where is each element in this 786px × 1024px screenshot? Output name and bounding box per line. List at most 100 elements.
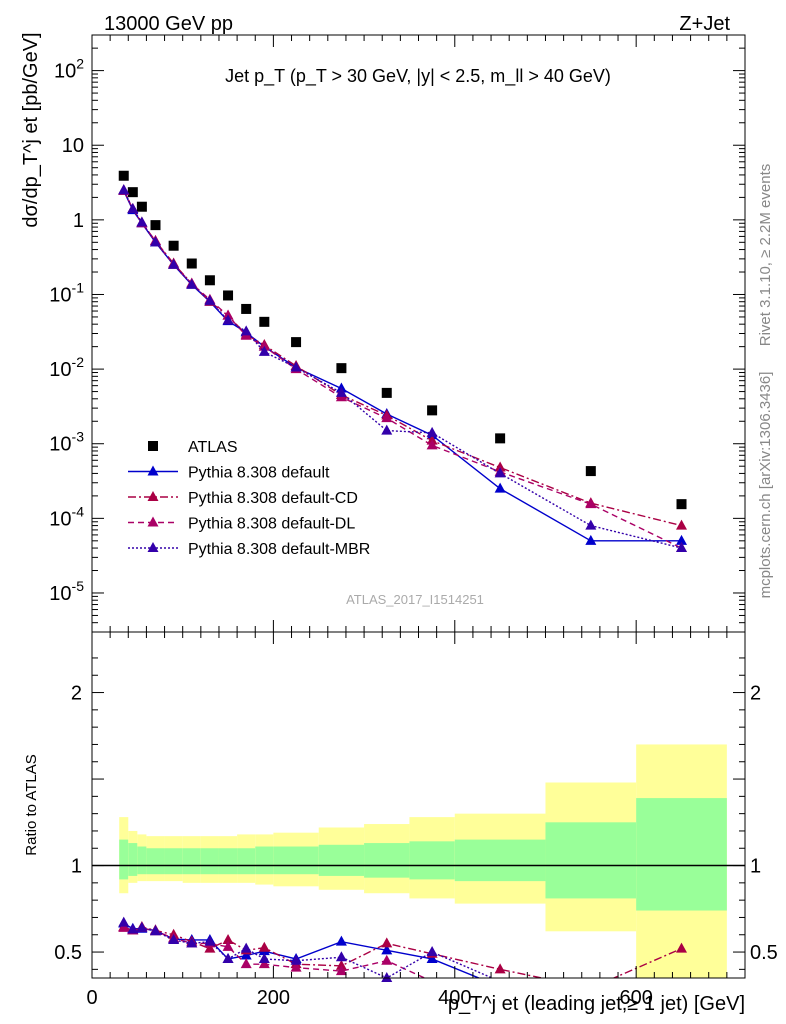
tick-base: 10	[49, 434, 71, 456]
data-point-atlas	[204, 275, 215, 286]
stat-uncertainty-band	[454, 839, 546, 882]
stat-uncertainty-band	[409, 841, 455, 880]
data-point-atlas	[150, 220, 161, 231]
data-point-mc	[204, 294, 216, 305]
ratio-point	[118, 916, 130, 927]
y-tick-label: 10-2	[49, 354, 84, 381]
data-point-mc	[290, 361, 302, 372]
data-point-mc	[240, 325, 252, 336]
y-tick-label: 10	[62, 135, 84, 157]
y-axis-title: dσ/dp_T^j et [pb/GeV]	[20, 32, 42, 227]
legend-label: Pythia 8.308 default-CD	[188, 490, 358, 507]
legend-label: Pythia 8.308 default	[188, 465, 330, 482]
x-tick-label: 400	[438, 987, 471, 1009]
stat-uncertainty-band	[128, 843, 138, 876]
legend-marker	[147, 465, 159, 476]
data-point-atlas	[585, 466, 596, 477]
data-point-mc	[335, 386, 347, 397]
analysis-id: ATLAS_2017_I1514251	[346, 592, 484, 607]
ratio-point	[186, 937, 198, 948]
legend-marker	[147, 491, 159, 501]
data-point-mc	[381, 424, 393, 435]
ratio-point	[240, 958, 252, 969]
tick-base: 10	[49, 508, 71, 530]
tick-exp: 2	[76, 56, 84, 72]
stat-uncertainty-band	[545, 822, 637, 899]
ratio-point	[494, 963, 506, 974]
plot-title: Jet p_T (p_T > 30 GeV, |y| < 2.5, m_ll >…	[225, 66, 611, 87]
data-point-mc	[258, 340, 270, 351]
legend-marker	[147, 542, 159, 552]
data-point-mc	[585, 498, 597, 509]
data-point-atlas	[291, 337, 302, 348]
legend: ATLAS Pythia 8.308 default Pythia 8.308 de…	[128, 439, 370, 558]
legend-label: Pythia 8.308 default-MBR	[188, 541, 370, 558]
legend-marker-atlas	[148, 441, 158, 451]
legend-label: ATLAS	[188, 439, 238, 456]
ratio-point	[335, 935, 347, 946]
series-line	[123, 190, 682, 542]
stat-uncertainty-band	[364, 843, 410, 878]
ratio-panel: 0 200 400 600 0.5 0.5 1 1 2 2 Ratio to ATLAS p_T^j …	[23, 631, 778, 1015]
stat-uncertainty-band	[636, 798, 727, 911]
data-point-mc	[585, 519, 597, 530]
ratio-y-label-left: 0.5	[54, 942, 82, 964]
data-point-atlas	[168, 240, 179, 251]
data-point-mc	[258, 345, 270, 356]
ratio-point	[335, 951, 347, 962]
data-point-mc	[222, 314, 234, 325]
tick-exp: -3	[72, 429, 85, 445]
ratio-point	[149, 925, 161, 936]
data-point-atlas	[495, 433, 506, 444]
tick-base: 10	[49, 359, 71, 381]
ratio-point	[335, 965, 347, 976]
data-point-atlas	[676, 499, 687, 510]
data-point-mc	[136, 216, 148, 227]
stat-uncertainty-band	[237, 848, 256, 875]
tick-base: 10	[54, 61, 76, 83]
ratio-point	[335, 959, 347, 970]
ratio-point	[204, 935, 216, 946]
data-point-mc	[426, 439, 438, 450]
ratio-point	[204, 942, 216, 953]
ratio-point	[426, 952, 438, 963]
y-tick-label: 10-5	[49, 578, 84, 605]
data-point-atlas	[381, 387, 392, 398]
ratio-series-line	[123, 926, 682, 978]
stat-uncertainty-band	[146, 848, 165, 875]
data-point-atlas	[118, 170, 129, 181]
ratio-y-label-left: 2	[71, 683, 82, 705]
ratio-point	[118, 921, 130, 932]
ratio-y-label-right: 2	[750, 683, 761, 705]
data-point-atlas	[127, 187, 138, 198]
y-tick-label: 102	[54, 56, 84, 83]
ratio-point	[258, 941, 270, 952]
y-tick-label: 10-3	[49, 429, 84, 456]
stat-uncertainty-band	[182, 848, 201, 875]
stat-uncertainty-band	[164, 848, 183, 875]
y-tick-label: 10-1	[49, 279, 84, 306]
ratio-y-label-right: 0.5	[750, 942, 778, 964]
data-point-mc	[585, 534, 597, 545]
data-point-atlas	[186, 258, 197, 269]
stat-uncertainty-band	[218, 848, 238, 875]
x-tick-label: 200	[257, 987, 290, 1009]
data-point-mc	[186, 278, 198, 289]
legend-label: Pythia 8.308 default-DL	[188, 516, 355, 533]
ratio-point	[222, 952, 234, 963]
stat-uncertainty-band	[119, 839, 129, 880]
data-point-mc	[426, 426, 438, 437]
data-point-mc	[381, 412, 393, 423]
data-point-mc	[168, 258, 180, 269]
data-point-atlas	[427, 405, 438, 416]
y-tick-label: 1	[73, 210, 84, 232]
data-point-atlas	[259, 316, 270, 327]
stat-uncertainty-band	[137, 846, 147, 875]
ratio-point	[290, 954, 302, 965]
stat-uncertainty-band	[318, 844, 365, 876]
tick-exp: -5	[72, 578, 85, 594]
ratio-point	[381, 937, 393, 948]
ratio-y-label-right: 1	[750, 856, 761, 878]
